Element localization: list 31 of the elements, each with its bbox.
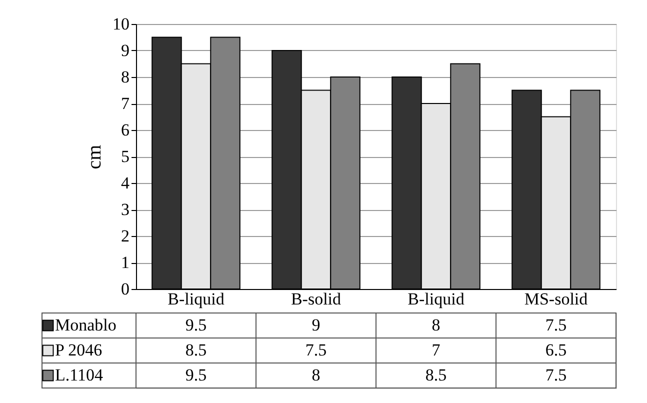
y-axis-title: cm [84,144,106,170]
y-tick-label: 2 [121,226,130,246]
y-tick-label: 9 [121,41,130,60]
y-tick-label: 5 [121,147,130,166]
data-label: 7.5 [545,366,567,384]
legend-label: Monablo [55,316,116,334]
y-tick-label: 4 [121,174,130,192]
y-tick-label: 7 [121,94,130,113]
data-label: 8.5 [185,340,207,360]
x-tick-label: B-liquid [408,290,465,308]
data-label: 9.5 [185,316,207,334]
y-tick-label: 0 [121,280,130,298]
data-label: 6.5 [545,340,567,360]
y-tick-label: 8 [121,68,130,86]
x-tick-label: B-solid [290,290,342,308]
data-label: 8.5 [425,366,447,384]
data-label: 9 [312,316,320,334]
x-tick-label: MS-solid [524,290,588,308]
data-label: 8 [312,366,320,384]
y-tick-label: 3 [121,200,130,219]
data-label: 9.5 [185,366,207,384]
y-tick-label: 1 [121,253,130,272]
x-tick-label: B-liquid [168,290,225,308]
legend-label: P 2046 [55,340,102,360]
y-tick-label: 6 [121,120,130,140]
data-label: 7 [432,340,441,360]
data-label: 8 [432,316,440,334]
data-label: 7.5 [305,340,327,360]
legend-label: L.1104 [55,366,104,384]
data-label: 7.5 [545,316,567,334]
y-tick-label: 10 [112,14,130,34]
